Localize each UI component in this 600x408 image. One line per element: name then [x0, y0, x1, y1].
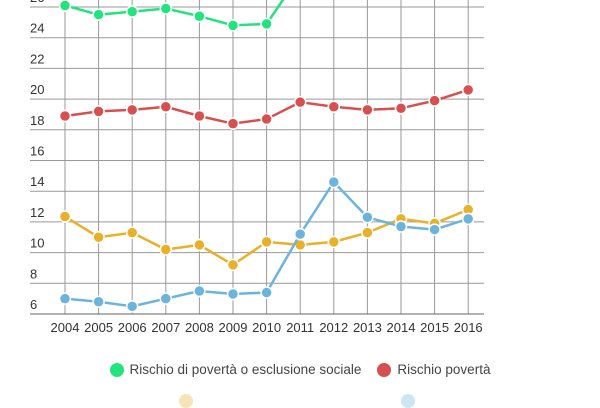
x-tick-label: 2012 [319, 320, 348, 335]
legend-label: Rischio di povertà o esclusione sociale [129, 362, 362, 377]
x-tick-label: 2010 [252, 320, 281, 335]
data-point[interactable] [125, 226, 139, 239]
data-point[interactable] [226, 19, 240, 32]
legend-row-2-cropped [0, 394, 600, 408]
y-tick-label: 18 [30, 113, 44, 128]
data-point[interactable] [226, 258, 240, 272]
series-2 [58, 203, 475, 272]
y-tick-label: 22 [30, 51, 44, 66]
data-point[interactable] [193, 9, 206, 23]
data-point[interactable] [394, 102, 408, 115]
data-point[interactable] [428, 223, 441, 236]
x-tick-label: 2006 [118, 320, 147, 335]
data-point[interactable] [293, 95, 307, 109]
x-tick-label: 2016 [454, 320, 483, 335]
data-point[interactable] [428, 94, 441, 107]
legend-swatch-red [377, 362, 392, 377]
x-tick-label: 2008 [185, 320, 214, 335]
data-point[interactable] [361, 226, 374, 239]
legend: Rischio di povertà o esclusione sociale … [0, 362, 600, 377]
data-point[interactable] [193, 109, 206, 123]
y-tick-label: 16 [30, 144, 44, 159]
data-point[interactable] [226, 117, 240, 130]
data-point[interactable] [327, 100, 341, 114]
y-tick-label: 8 [30, 266, 37, 281]
data-point[interactable] [461, 212, 475, 226]
x-tick-label: 2014 [387, 320, 416, 335]
y-tick-label: 12 [30, 205, 44, 220]
data-point[interactable] [92, 8, 105, 21]
data-point[interactable] [260, 286, 273, 299]
data-point[interactable] [125, 300, 139, 313]
x-tick-label: 2004 [51, 320, 80, 335]
data-point[interactable] [58, 210, 72, 223]
data-point[interactable] [58, 0, 72, 12]
data-point[interactable] [92, 295, 105, 308]
y-tick-label: 26 [30, 0, 44, 5]
y-tick-label: 14 [30, 174, 44, 189]
legend-label: Rischio povertà [397, 362, 491, 377]
x-tick-label: 2015 [420, 320, 449, 335]
legend-item-poverta[interactable]: Rischio povertà [377, 362, 490, 377]
data-point[interactable] [92, 105, 105, 118]
data-point[interactable] [58, 292, 72, 305]
data-point[interactable] [58, 109, 72, 123]
series-1 [58, 83, 475, 130]
y-tick-label: 10 [30, 236, 44, 251]
data-point[interactable] [92, 231, 105, 244]
data-point[interactable] [327, 235, 341, 249]
data-point[interactable] [361, 103, 374, 117]
x-tick-label: 2005 [84, 320, 113, 335]
series-3 [58, 175, 475, 313]
x-tick-label: 2011 [286, 320, 314, 335]
legend-swatch-yellow [179, 394, 193, 408]
data-point[interactable] [361, 211, 374, 224]
data-point[interactable] [125, 103, 139, 117]
data-point[interactable] [193, 284, 206, 298]
data-point[interactable] [394, 220, 408, 233]
data-point[interactable] [293, 227, 307, 241]
y-tick-label: 20 [30, 82, 44, 97]
data-point[interactable] [193, 238, 206, 252]
data-point[interactable] [327, 175, 341, 189]
data-point[interactable] [260, 235, 273, 249]
legend-item-esclusione[interactable]: Rischio di povertà o esclusione sociale [109, 362, 362, 377]
y-tick-label: 6 [30, 297, 37, 312]
data-point[interactable] [461, 83, 475, 97]
data-point[interactable] [260, 17, 273, 31]
data-point[interactable] [159, 2, 173, 15]
data-point[interactable] [226, 287, 240, 301]
data-point[interactable] [260, 112, 273, 126]
data-point[interactable] [159, 243, 173, 256]
data-point[interactable] [159, 292, 173, 305]
x-tick-label: 2013 [353, 320, 382, 335]
x-tick-label: 2007 [151, 320, 180, 335]
x-tick-label: 2009 [219, 320, 248, 335]
y-tick-label: 24 [30, 21, 44, 36]
legend-swatch-blue [401, 394, 415, 408]
data-point[interactable] [125, 5, 139, 18]
legend-swatch-green [109, 362, 124, 377]
series-0 [58, 0, 285, 32]
data-point[interactable] [159, 100, 173, 114]
